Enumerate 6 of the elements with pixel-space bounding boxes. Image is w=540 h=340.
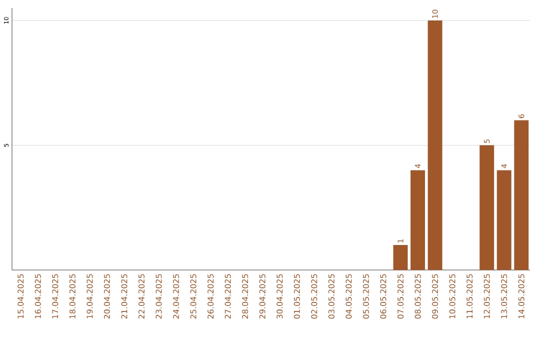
bar	[410, 170, 425, 270]
bar	[496, 170, 512, 270]
bar	[428, 20, 442, 270]
bar	[393, 245, 408, 270]
bar	[514, 120, 529, 270]
bar	[480, 145, 494, 270]
